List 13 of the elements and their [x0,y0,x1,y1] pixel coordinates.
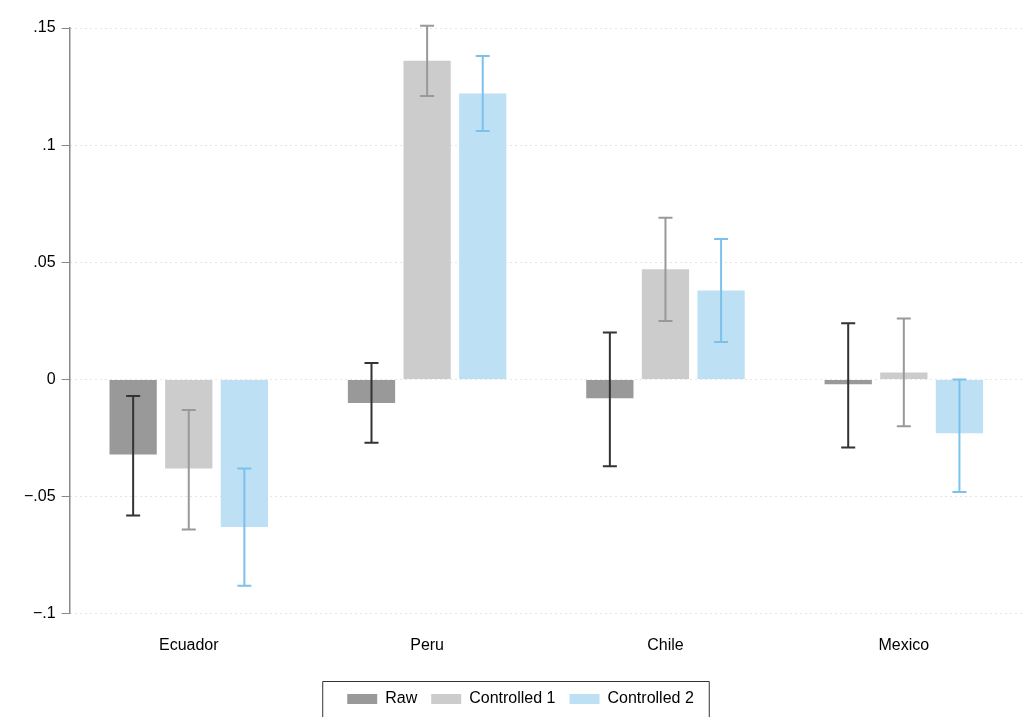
y-tick-label: .05 [33,252,56,270]
legend-label: Controlled 1 [469,689,556,707]
x-tick-label: Mexico [878,635,930,653]
legend-label: Controlled 2 [607,689,694,707]
legend-label: Raw [385,689,418,707]
x-tick-label: Peru [410,635,445,653]
x-tick-label: Chile [647,635,684,653]
y-tick-label: −.05 [23,487,56,505]
y-tick-label: .1 [42,135,56,153]
y-tick-label: −.1 [32,604,56,622]
y-tick-label: 0 [46,369,56,387]
y-tick-label: .15 [33,18,56,36]
x-tick-label: Ecuador [158,635,220,653]
